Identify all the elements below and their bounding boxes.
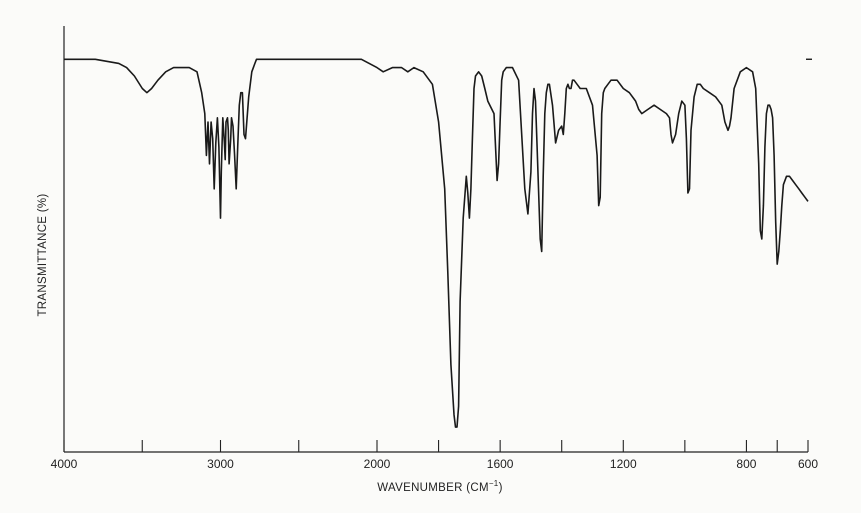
x-tick-label: 4000 [51, 457, 78, 471]
x-tick-label: 800 [736, 457, 756, 471]
x-tick-label: 1600 [487, 457, 514, 471]
x-axis-title-suffix: ) [499, 482, 503, 494]
y-axis-title: TRANSMITTANCE (%) [37, 193, 49, 316]
x-axis-title-superscript: −1 [489, 479, 499, 488]
x-tick-label: 1200 [610, 457, 637, 471]
x-ticks-group [63, 440, 809, 452]
x-tick-label: 3000 [207, 457, 234, 471]
x-axis-title-text: WAVENUMBER (CM [377, 482, 489, 494]
x-tick-labels-group: 4000 3000 2000 1600 1200 800 600 [51, 457, 819, 471]
x-axis-title: WAVENUMBER (CM−1) [377, 479, 502, 494]
axes-group [63, 26, 808, 453]
spectrum-line [64, 58, 809, 428]
x-tick-label: 2000 [364, 457, 391, 471]
x-tick-label: 600 [798, 457, 818, 471]
